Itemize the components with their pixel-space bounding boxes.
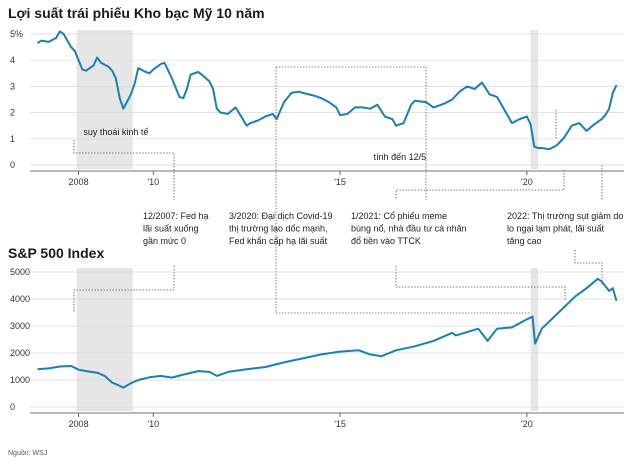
- yield-shaded-region: [530, 30, 539, 169]
- connector-fed-2007-bottom: [73, 266, 175, 312]
- y-tick-label: 3: [10, 81, 15, 91]
- callout-line: bùng nổ, nhà đầu tư cá nhân: [351, 224, 467, 234]
- x-tick-label: '20: [521, 419, 533, 429]
- callout-text: 1/2021: Cổ phiếu meme bùng nổ, nhà đầu tư…: [351, 211, 467, 246]
- callout-text: 12/2007: Fed hạ lãi suất xuống gần mức 0: [143, 211, 209, 246]
- y-tick-label: 0: [10, 160, 15, 170]
- callout-text: 3/2020: Đại dịch Covid-19 thị trường lao …: [229, 211, 333, 246]
- connector-meme: [395, 170, 565, 200]
- y-tick-label: 5000: [10, 267, 30, 277]
- x-tick-label: '15: [334, 419, 346, 429]
- y-tick-label: 3000: [10, 321, 30, 331]
- callout-text: 2022: Thị trường sụt giảm do lo ngại lạm …: [507, 211, 623, 246]
- y-tick-label: 5%: [10, 29, 23, 39]
- chart-annotation: suy thoái kinh tế: [83, 127, 148, 137]
- x-tick-label: 2008: [69, 177, 89, 187]
- yield-shaded-region: [76, 30, 133, 169]
- yield-chart-title: Lợi suất trái phiếu Kho bạc Mỹ 10 năm: [8, 5, 265, 21]
- x-tick-label: '10: [147, 419, 159, 429]
- callout-line: 1/2021: Cổ phiếu meme: [351, 211, 447, 221]
- sp500-series-line: [37, 277, 618, 389]
- sp500-chart-title: S&P 500 Index: [8, 245, 104, 261]
- connector-fed-2007: [73, 140, 175, 200]
- callout-line: 2022: Thị trường sụt giảm do: [507, 211, 623, 221]
- connector-meme-bottom: [395, 266, 566, 300]
- sp500-shaded-region: [76, 268, 133, 411]
- y-tick-label: 1: [10, 134, 15, 144]
- connector-covid-box: [275, 66, 530, 314]
- y-tick-label: 4000: [10, 294, 30, 304]
- y-tick-label: 4: [10, 55, 15, 65]
- source-label: Nguồn: WSJ: [8, 448, 47, 457]
- x-tick-label: '20: [521, 177, 533, 187]
- callout-line: gần mức 0: [143, 236, 186, 246]
- callout-line: thị trường lao dốc mạnh,: [229, 224, 327, 234]
- callout-connectors: [73, 66, 603, 314]
- callout-line: Fed khẩn cấp hạ lãi suất: [229, 236, 328, 246]
- y-tick-label: 2000: [10, 348, 30, 358]
- callout-line: tăng cao: [507, 236, 542, 246]
- yield-series-line: [36, 30, 618, 151]
- chart-annotation: tính đến 12/5: [374, 152, 427, 162]
- y-tick-label: 2: [10, 108, 15, 118]
- y-tick-label: 1000: [10, 375, 30, 385]
- callout-line: lo ngại lạm phát, lãi suất: [507, 224, 605, 234]
- callout-line: 3/2020: Đại dịch Covid-19: [229, 211, 333, 221]
- callout-line: 12/2007: Fed hạ: [143, 211, 209, 221]
- x-tick-label: '15: [334, 177, 346, 187]
- callout-line: lãi suất xuống: [143, 224, 199, 234]
- x-tick-label: 2008: [69, 419, 89, 429]
- x-tick-label: '10: [147, 177, 159, 187]
- callout-line: đổ tiền vào TTCK: [351, 236, 421, 246]
- y-tick-label: 0: [10, 402, 15, 412]
- connector-2022-bottom: [574, 250, 603, 285]
